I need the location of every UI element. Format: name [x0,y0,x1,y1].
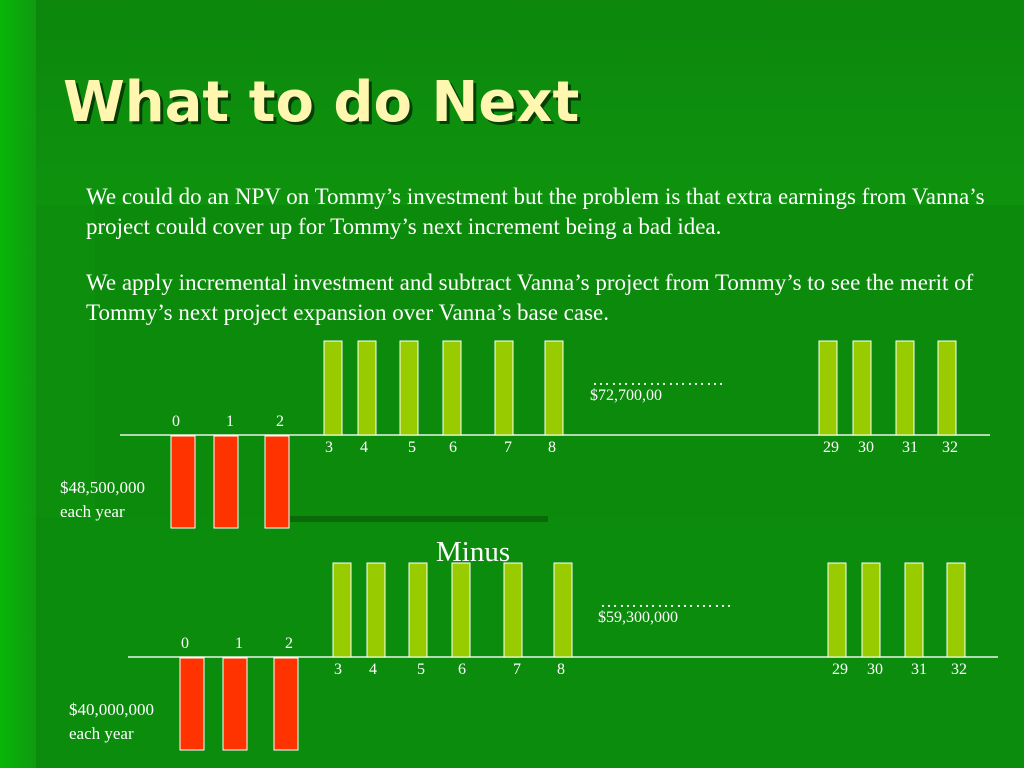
period-label: 0 [172,413,180,430]
outflow-frequency: each year [69,724,134,743]
inflow-bar [442,340,462,436]
inflow-bar [553,562,573,658]
period-label: 1 [226,413,234,430]
timeline-tommy: 0 1 2 3 4 5 6 7 8 29 30 31 32 …………………$72,700,00 [120,340,990,529]
inflow-bar [904,562,924,658]
outflow-bar [170,435,196,529]
outflow-note-tommy: $48,500,000 each year [60,476,145,524]
outflow-bar [222,657,248,751]
period-label: 32 [951,661,967,678]
inflow-bar [946,562,966,658]
background-left-strip [0,0,36,768]
period-label: 2 [285,635,293,652]
outflow-amount: $40,000,000 [69,700,154,719]
outflow-bar [179,657,205,751]
period-label: 4 [369,661,377,678]
period-label: 29 [832,661,848,678]
inflow-bar [503,562,523,658]
period-label: 7 [504,439,512,456]
inflow-bar [332,562,352,658]
period-label: 5 [417,661,425,678]
minus-label: Minus [436,536,511,568]
outflow-note-vanna: $40,000,000 each year [69,698,154,746]
inflow-bar [852,340,872,436]
paragraph-npv-problem: We could do an NPV on Tommy’s investment… [86,184,985,239]
inflow-bar [323,340,343,436]
outflow-bar [264,435,290,529]
period-label: 3 [334,661,342,678]
inflow-bar [895,340,915,436]
period-label: 8 [548,439,556,456]
inflow-bar [818,340,838,436]
paragraph-incremental-investment: We apply incremental investment and subt… [86,270,974,325]
continuation-dots: ………………… [592,369,725,389]
period-label: 6 [449,439,457,456]
period-label: 31 [902,439,918,456]
outflow-frequency: each year [60,502,125,521]
inflow-bar [357,340,377,436]
period-label: 5 [408,439,416,456]
inflow-bar [544,340,564,436]
outflow-amount: $48,500,000 [60,478,145,497]
period-label: 2 [276,413,284,430]
period-label: 8 [557,661,565,678]
background-divider [290,516,548,522]
period-label: 1 [235,635,243,652]
background-top [0,0,1024,205]
inflow-amount: $59,300,000 [598,609,678,626]
inflow-bar [827,562,847,658]
slide-title: What to do Next [63,70,580,135]
period-label: 31 [911,661,927,678]
period-label: 6 [458,661,466,678]
inflow-bar [494,340,514,436]
inflow-bar [861,562,881,658]
inflow-bar [937,340,957,436]
period-label: 29 [823,439,839,456]
period-label: 4 [360,439,368,456]
inflow-bar [408,562,428,658]
period-label: 30 [867,661,883,678]
period-label: 32 [942,439,958,456]
inflow-bar [399,340,419,436]
inflow-bar [451,562,471,658]
period-label: 7 [513,661,521,678]
continuation-dots: ………………… [600,591,733,611]
outflow-bar [213,435,239,529]
period-label: 30 [858,439,874,456]
outflow-bar [273,657,299,751]
inflow-amount: $72,700,00 [590,387,662,404]
period-label: 0 [181,635,189,652]
inflow-bar [366,562,386,658]
period-label: 3 [325,439,333,456]
timeline-vanna: 0 1 2 3 4 5 6 7 8 29 30 31 32 …………………$59,300,000 [128,562,998,751]
